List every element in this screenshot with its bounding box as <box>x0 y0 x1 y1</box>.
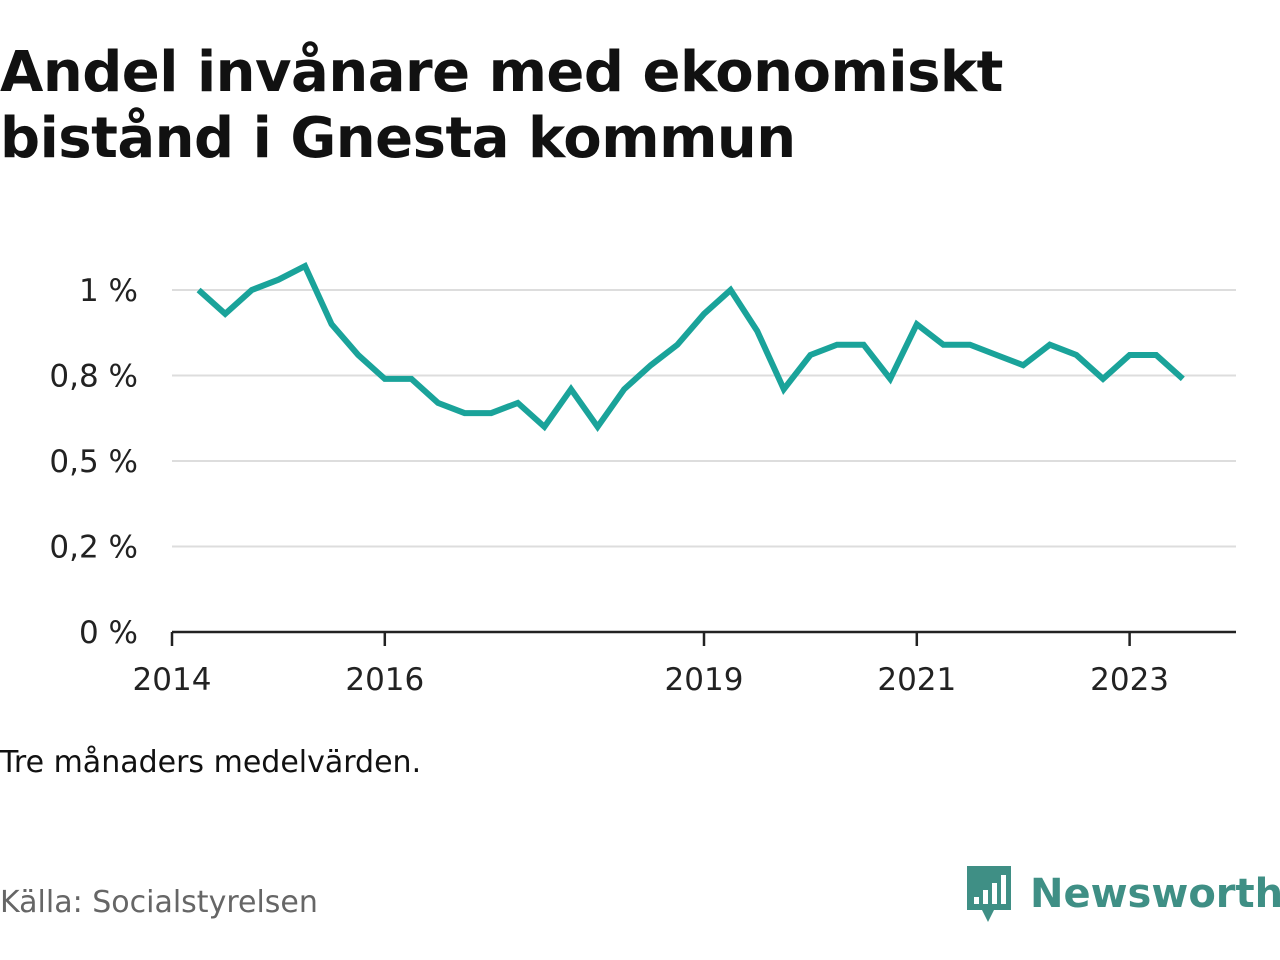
gridlines <box>172 289 1236 548</box>
x-axis: 2014 2016 2019 2021 2023 <box>133 630 1236 698</box>
y-tick-label: 0,8 % <box>49 359 138 395</box>
y-tick-label: 1 % <box>79 273 138 309</box>
brand-name: Newsworthy <box>1030 871 1280 917</box>
title-line-1: Andel invånare med ekonomiskt <box>0 40 1003 105</box>
x-tick-label: 2019 <box>665 662 744 698</box>
chart-note: Tre månaders medelvärden. <box>0 745 422 780</box>
chart-title: Andel invånare med ekonomiskt bistånd i … <box>0 40 1260 172</box>
series-layer <box>196 262 1185 432</box>
y-tick-label: 0,2 % <box>49 530 138 566</box>
x-tick-label: 2021 <box>877 662 956 698</box>
newsworthy-logo-icon <box>967 866 1011 922</box>
y-axis-tick-labels: 0 % 0,2 % 0,5 % 0,8 % 1 % <box>49 273 138 651</box>
series-line <box>196 262 1185 432</box>
x-tick-label: 2014 <box>133 662 212 698</box>
brand-logo: Newsworthy <box>964 862 1280 926</box>
source-text: Källa: Socialstyrelsen <box>0 885 318 920</box>
x-tick-label: 2023 <box>1090 662 1169 698</box>
x-tick-label: 2016 <box>345 662 424 698</box>
line-chart: 0 %0,2 %0,5 %0,8 %1 % 2014 2016 2019 2021 20… <box>49 262 1236 698</box>
y-tick-label: 0 % <box>79 615 138 651</box>
y-tick-label: 0,5 % <box>49 444 138 480</box>
title-line-2: bistånd i Gnesta kommun <box>0 106 796 171</box>
